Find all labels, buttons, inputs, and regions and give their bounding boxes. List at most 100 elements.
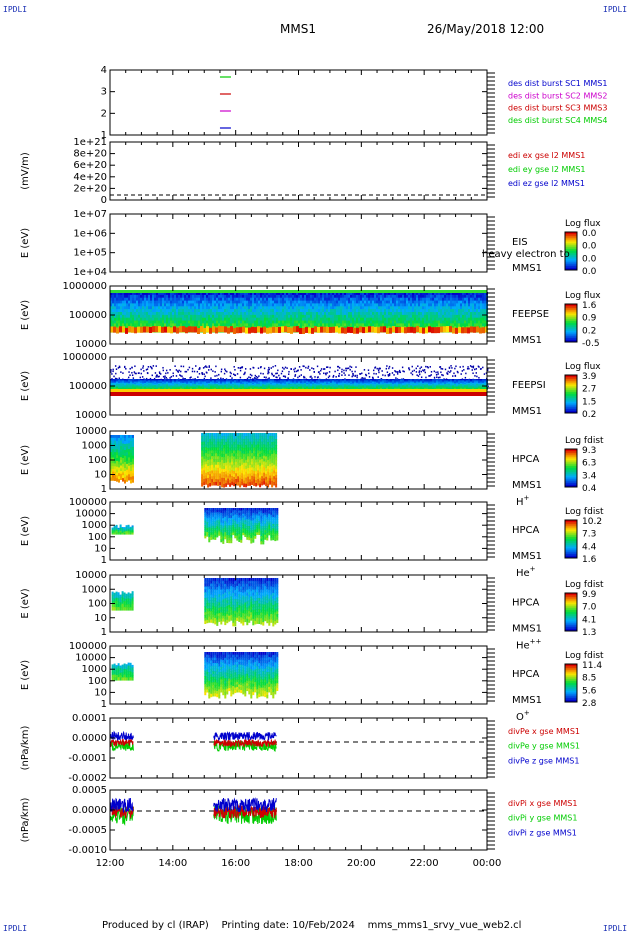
spectrogram-cell (344, 294, 346, 299)
spectrogram-cell (308, 385, 310, 388)
spectrogram-cell (344, 323, 346, 327)
spectrogram-cell (168, 294, 170, 299)
spectrogram-cell (186, 292, 188, 296)
spectrogram-cell (386, 292, 388, 296)
spectrogram-cell (268, 323, 270, 327)
spectrogram-cell (406, 320, 408, 325)
spectrogram-cell (154, 386, 156, 389)
legend-entry: des dist burst SC4 MMS4 (508, 116, 607, 125)
spectrogram-cell (296, 297, 298, 302)
spectrogram-cell (236, 309, 238, 313)
spectrogram-cell (358, 320, 360, 325)
spectrogram-cell (474, 309, 476, 313)
spectrogram-cell (432, 314, 434, 319)
spectrogram-cell (236, 385, 238, 388)
spectrogram-cell (234, 300, 236, 305)
spectrogram-dot (112, 370, 114, 373)
spectrogram-cell (182, 387, 184, 390)
spectrogram-dot (287, 377, 289, 380)
spectrogram-cell (150, 292, 152, 296)
spectrogram-cell (250, 384, 252, 386)
spectrogram-cell (308, 300, 310, 305)
spectrogram-cell (348, 379, 350, 381)
spectrogram-cell (378, 306, 380, 310)
spectrogram-cell (350, 317, 352, 322)
spectrogram-cell (194, 300, 196, 305)
spectrogram-cell (164, 385, 166, 388)
spectrogram-cell (110, 292, 112, 296)
spectrogram-cell (348, 387, 350, 390)
spectrogram-cell (260, 309, 262, 313)
spectrogram-cell (454, 317, 456, 322)
spectrogram-cell (356, 294, 358, 299)
spectrogram-cell (128, 386, 130, 389)
spectrogram-cell (212, 320, 214, 325)
spectrogram-cell (358, 382, 360, 385)
spectrogram-cell (270, 387, 272, 390)
spectrogram-cell (164, 326, 167, 333)
spectrogram-cell (292, 292, 294, 296)
spectrogram-cell (182, 384, 184, 386)
spectrogram-cell (444, 292, 446, 296)
spectrogram-cell (270, 306, 272, 310)
spectrogram-dot (350, 366, 353, 369)
spectrogram-cell (316, 317, 318, 322)
spectrogram-dot (239, 376, 242, 379)
spectrogram-cell (440, 323, 442, 327)
spectrogram-cell (406, 294, 408, 299)
spectrogram-cell (286, 384, 288, 386)
spectrogram-cell (218, 379, 220, 381)
spectrogram-cell (228, 317, 230, 322)
spectrogram-cell (456, 300, 458, 305)
spectrogram-cell (448, 314, 450, 319)
spectrogram-cell (116, 385, 118, 388)
spectrogram-cell (198, 306, 200, 310)
spectrogram-cell (360, 320, 362, 325)
spectrogram-cell (326, 326, 329, 333)
spectrogram-cell (428, 297, 430, 302)
spectrogram-cell (218, 326, 221, 333)
spectrogram-cell (400, 314, 402, 319)
spectrogram-dot (277, 369, 279, 372)
spectrogram-cell (304, 381, 306, 384)
spectrogram-cell (414, 312, 416, 316)
spectrogram-cell (204, 300, 206, 305)
spectrogram-dot (157, 375, 159, 378)
spectrogram-cell (334, 292, 336, 296)
spectrogram-dot (155, 376, 157, 378)
spectrogram-cell (216, 379, 218, 381)
spectrogram-dot (456, 370, 459, 373)
spectrogram-cell (388, 300, 390, 305)
spectrogram-dot (248, 376, 250, 378)
spectrogram-cell (434, 303, 436, 307)
spectrogram-cell (402, 309, 404, 313)
spectrogram-cell (264, 386, 266, 389)
y-tick-label: 1000000 (62, 281, 107, 292)
spectrogram-cell (134, 320, 136, 325)
spectrogram-cell (250, 385, 252, 388)
spectrogram-cell (332, 384, 334, 386)
spectrogram-cell (160, 386, 162, 389)
spectrogram-cell (208, 309, 210, 313)
spectrogram-cell (216, 306, 218, 310)
spectrogram-cell (130, 382, 132, 385)
spectrogram-cell (174, 380, 176, 383)
spectrogram-cell (476, 317, 478, 322)
spectrogram-cell (474, 306, 476, 310)
spectrogram-cell (294, 314, 296, 319)
colorbar-cell (565, 245, 577, 248)
spectrogram-cell (354, 300, 356, 305)
spectrogram-cell (422, 309, 424, 313)
spectrogram-cell (330, 312, 332, 316)
spectrogram-cell (446, 303, 448, 307)
spectrogram-cell (260, 323, 262, 327)
spectrogram-cell (246, 300, 248, 305)
spectrogram-cell (394, 306, 396, 310)
spectrogram-cell (374, 309, 376, 313)
spectrogram-cell (264, 317, 266, 322)
spectrogram-dot (379, 367, 381, 370)
spectrogram-cell (328, 312, 330, 316)
spectrogram-cell (276, 300, 278, 305)
spectrogram-cell (222, 297, 224, 302)
spectrogram-cell (420, 323, 422, 327)
